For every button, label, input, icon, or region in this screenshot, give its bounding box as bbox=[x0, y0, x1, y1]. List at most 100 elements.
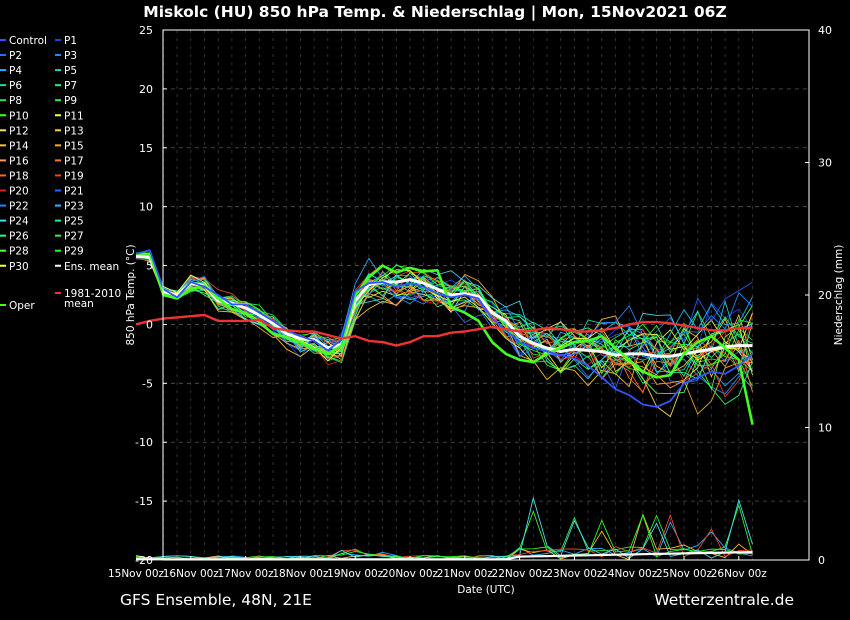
member-line-p13 bbox=[135, 255, 753, 388]
member-line-p30 bbox=[135, 252, 753, 364]
x-tick-label: 20Nov 00z bbox=[382, 568, 439, 580]
legend-label: P14 bbox=[9, 140, 29, 152]
legend-item-ens-mean: Ens. mean bbox=[55, 261, 119, 273]
legend-label: P2 bbox=[9, 50, 22, 62]
legend-item-p19: P19 bbox=[55, 170, 84, 182]
legend-item-p16: P16 bbox=[0, 155, 29, 167]
precip-mean-line bbox=[136, 551, 753, 561]
y2-tick-label: 20 bbox=[818, 289, 832, 302]
x-tick-label: 16Nov 00z bbox=[163, 568, 220, 580]
y-tick-label: -5 bbox=[142, 377, 153, 390]
legend-label: P24 bbox=[9, 216, 29, 228]
legend-label: P17 bbox=[64, 155, 84, 167]
legend-label: P1 bbox=[64, 35, 77, 47]
y-tick-label: -10 bbox=[135, 436, 153, 449]
legend-label: P29 bbox=[64, 246, 84, 258]
x-tick-label: 21Nov 00z bbox=[437, 568, 494, 580]
legend-label: P3 bbox=[64, 50, 77, 62]
legend-label: P8 bbox=[9, 95, 22, 107]
1981-2010-mean-series-line bbox=[135, 313, 753, 347]
legend-label: P19 bbox=[64, 170, 84, 182]
y-tick-label: 5 bbox=[146, 260, 153, 273]
legend-item-p27: P27 bbox=[55, 231, 84, 243]
y-axis-ticks: -20 -15 -10 -5 0 5 10 15 20 25 bbox=[135, 24, 167, 567]
x-tick-label: 15Nov 00z bbox=[108, 568, 165, 580]
member-line-p24 bbox=[135, 254, 753, 370]
y-tick-label: -15 bbox=[135, 495, 153, 508]
legend-item-p8: P8 bbox=[0, 95, 22, 107]
y-tick-label: 10 bbox=[139, 201, 153, 214]
legend-item-p21: P21 bbox=[55, 186, 84, 198]
legend-label: P25 bbox=[64, 216, 84, 228]
legend-label: P18 bbox=[9, 170, 29, 182]
legend-item-p13: P13 bbox=[55, 125, 84, 137]
member-line-p25 bbox=[135, 255, 753, 380]
legend-item-control: Control bbox=[0, 35, 47, 47]
legend-item-p17: P17 bbox=[55, 155, 84, 167]
y2-tick-label: 30 bbox=[818, 157, 832, 170]
legend-item-p11: P11 bbox=[55, 110, 84, 122]
legend-label: P4 bbox=[9, 65, 22, 77]
legend-item-p30: P30 bbox=[0, 261, 29, 273]
legend-item-p24: P24 bbox=[0, 216, 29, 228]
legend-item-p14: P14 bbox=[0, 140, 29, 152]
legend-label: P21 bbox=[64, 186, 84, 198]
member-line-p18 bbox=[135, 254, 753, 394]
legend-label: P7 bbox=[64, 80, 77, 92]
member-line-p14 bbox=[135, 257, 753, 378]
precipitation-traces bbox=[135, 496, 753, 561]
legend-label: mean bbox=[64, 298, 94, 310]
legend-label: P10 bbox=[9, 110, 29, 122]
legend-label: P5 bbox=[64, 65, 77, 77]
chart-series bbox=[135, 249, 754, 425]
legend-item-p5: P5 bbox=[55, 65, 77, 77]
y2-axis-label: Niederschlag (mm) bbox=[833, 245, 845, 346]
legend-label: P27 bbox=[64, 231, 84, 243]
member-line-p26 bbox=[135, 255, 753, 405]
legend-item-p1: P1 bbox=[55, 35, 77, 47]
legend-label: P16 bbox=[9, 155, 29, 167]
plot-frame bbox=[162, 29, 810, 561]
legend-label: P15 bbox=[64, 140, 84, 152]
legend-label: P12 bbox=[9, 125, 29, 137]
y-tick-label: 20 bbox=[139, 83, 153, 96]
x-tick-label: 25Nov 00z bbox=[656, 568, 713, 580]
legend: Control P1 P2 P3 P4 P5 P6 P7 P8 P9 P10 P11 P12 P13 P14… bbox=[0, 35, 121, 312]
legend-item-p2: P2 bbox=[0, 50, 22, 62]
legend-label: P28 bbox=[9, 246, 29, 258]
legend-item-p20: P20 bbox=[0, 186, 29, 198]
legend-label: Ens. mean bbox=[64, 261, 119, 273]
footer-source: Wetterzentrale.de bbox=[654, 591, 794, 609]
x-tick-label: 19Nov 00z bbox=[327, 568, 384, 580]
y2-axis-ticks: 0 10 20 30 40 bbox=[805, 24, 832, 567]
member-line-p5 bbox=[135, 256, 753, 380]
legend-label: P11 bbox=[64, 110, 84, 122]
legend-item-p7: P7 bbox=[55, 80, 77, 92]
member-line-p9 bbox=[135, 255, 753, 365]
y2-tick-label: 0 bbox=[818, 554, 825, 567]
member-line-p8 bbox=[135, 255, 753, 380]
footer-model-info: GFS Ensemble, 48N, 21E bbox=[120, 591, 312, 609]
x-axis-label: Date (UTC) bbox=[457, 584, 514, 596]
legend-label: Oper bbox=[9, 300, 35, 312]
legend-item-p25: P25 bbox=[55, 216, 84, 228]
x-tick-label: 26Nov 00z bbox=[711, 568, 768, 580]
legend-label: P9 bbox=[64, 95, 77, 107]
x-tick-label: 23Nov 00z bbox=[546, 568, 603, 580]
legend-label: P23 bbox=[64, 201, 84, 213]
legend-item-p6: P6 bbox=[0, 80, 22, 92]
y-tick-label: 0 bbox=[146, 318, 153, 331]
y-tick-label: 25 bbox=[139, 24, 153, 37]
legend-item-p29: P29 bbox=[55, 246, 84, 258]
legend-item-p3: P3 bbox=[55, 50, 77, 62]
oper-series-line bbox=[136, 252, 754, 425]
member-line-p3 bbox=[135, 255, 753, 395]
legend-item-p4: P4 bbox=[0, 65, 22, 77]
x-tick-label: 18Nov 00z bbox=[272, 568, 329, 580]
y-tick-label: -20 bbox=[135, 554, 153, 567]
member-line-p28 bbox=[135, 256, 753, 395]
legend-item-oper: Oper bbox=[0, 300, 35, 312]
y-tick-label: 15 bbox=[139, 142, 153, 155]
x-tick-label: 22Nov 00z bbox=[492, 568, 549, 580]
